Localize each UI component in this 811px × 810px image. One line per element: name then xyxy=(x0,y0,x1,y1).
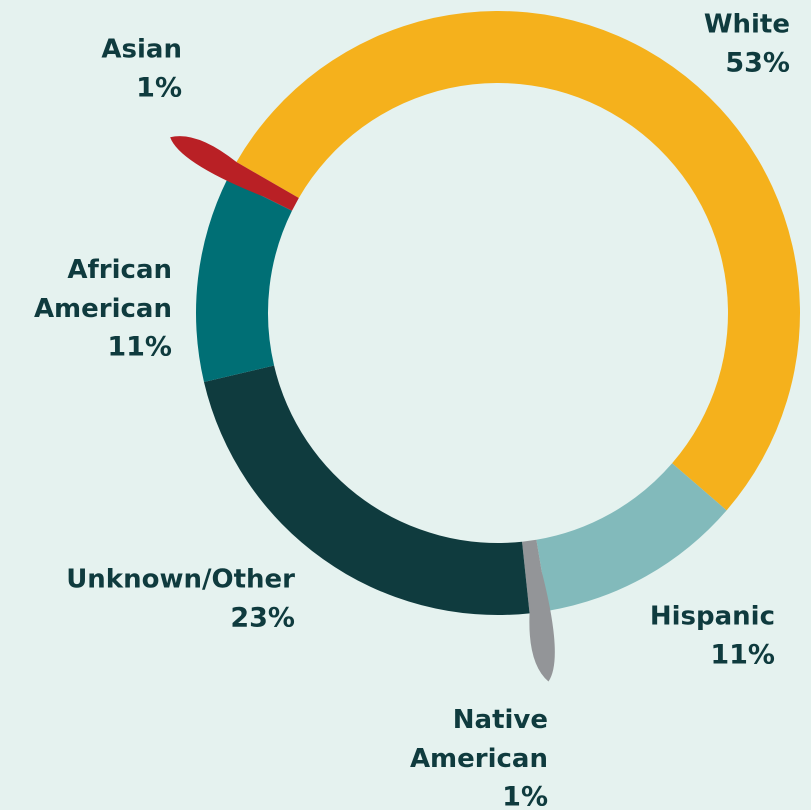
slice-label: African American xyxy=(34,255,172,324)
value-label: 11% xyxy=(107,332,172,363)
slice-label: White xyxy=(704,10,790,40)
value-label: 11% xyxy=(710,640,775,671)
pie-slice xyxy=(203,365,530,616)
slice-label: Hispanic xyxy=(650,602,775,632)
value-label: 1% xyxy=(502,782,548,810)
pie-slice xyxy=(522,539,555,682)
pie-slice xyxy=(536,463,727,611)
value-label: 53% xyxy=(725,48,790,79)
slice-label: Unknown/Other xyxy=(66,565,295,595)
pie-slice xyxy=(236,10,801,511)
slice-label: Asian xyxy=(101,35,182,65)
value-label: 23% xyxy=(230,603,295,634)
slice-label: Native American xyxy=(410,705,548,774)
pie-slice xyxy=(195,178,292,382)
value-label: 1% xyxy=(136,73,182,104)
pie-slice xyxy=(170,136,299,211)
